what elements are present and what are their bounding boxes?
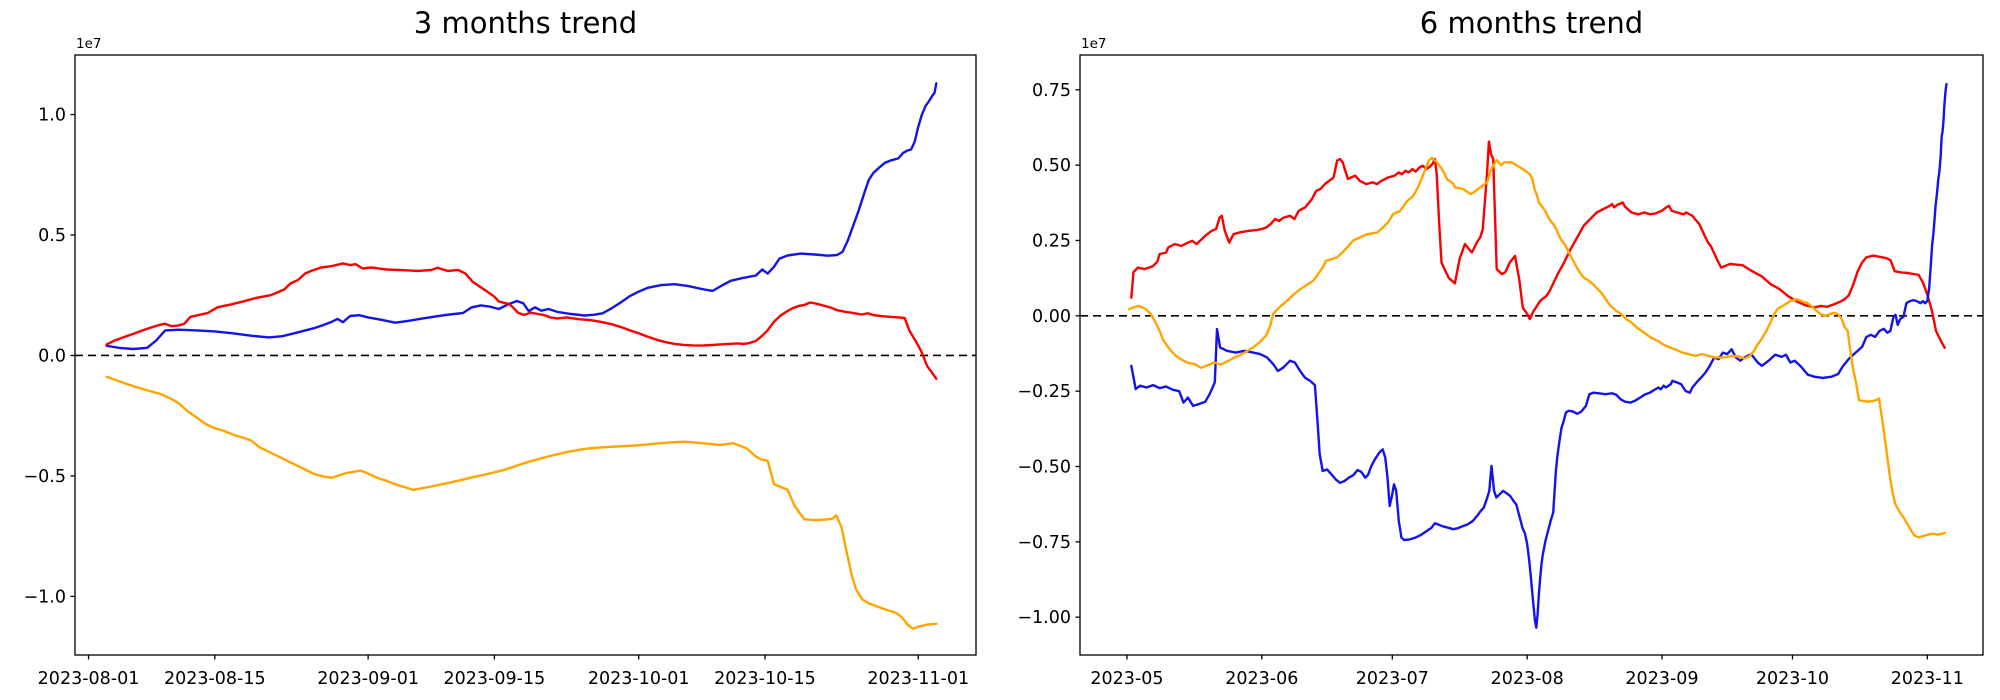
left-chart: 2023-08-01 2023-08-15 2023-09-01 2023-09-15… (24, 6, 977, 689)
y-tick-label: 0.75 (1032, 81, 1071, 101)
series-blue-line (105, 82, 938, 351)
x-tick-label: 2023-11 (1891, 669, 1964, 689)
x-tick-label: 2023-10-15 (714, 669, 816, 689)
x-tick-label: 2023-10-01 (588, 669, 690, 689)
x-tick-label: 2023-09-01 (317, 669, 419, 689)
x-tick-label: 2023-09 (1625, 669, 1698, 689)
x-tick-label: 2023-08-01 (38, 669, 140, 689)
y-tick-label: −0.5 (24, 467, 67, 487)
series-orange-line (1127, 156, 1946, 539)
y-tick-label: 0.0 (38, 346, 66, 366)
x-tick-label: 2023-08-15 (164, 669, 266, 689)
y-axis-offset-label: 1e7 (76, 36, 101, 52)
y-tick-label: 1.0 (38, 106, 66, 126)
y-tick-label: −1.0 (24, 587, 67, 607)
right-chart: 2023-05 2023-06 2023-07 2023-08 2023-09 2023-… (1017, 6, 1984, 689)
y-tick-label: −0.75 (1017, 533, 1071, 553)
y-tick-label: −0.25 (1017, 382, 1071, 402)
plot-border (1079, 54, 1984, 656)
x-tick-label: 2023-11-01 (867, 669, 969, 689)
series-red-line (105, 262, 938, 380)
y-axis-offset-label: 1e7 (1081, 36, 1106, 52)
x-tick-label: 2023-07 (1356, 669, 1429, 689)
chart-title: 3 months trend (414, 6, 637, 40)
x-tick-label: 2023-10 (1756, 669, 1829, 689)
y-tick-label: 0.5 (38, 226, 66, 246)
x-tick-label: 2023-06 (1225, 669, 1298, 689)
x-tick-label: 2023-09-15 (444, 669, 546, 689)
x-tick-label: 2023-05 (1090, 669, 1163, 689)
y-tick-label: −0.50 (1017, 457, 1071, 477)
series-red-line (1130, 140, 1946, 349)
series-blue-line (1130, 82, 1948, 629)
series-orange-line (105, 375, 938, 630)
chart-title: 6 months trend (1420, 6, 1643, 40)
x-tick-label: 2023-08 (1491, 669, 1564, 689)
y-tick-label: 0.00 (1032, 307, 1071, 327)
y-tick-label: 0.25 (1032, 231, 1071, 251)
y-tick-label: 0.50 (1032, 156, 1071, 176)
y-tick-label: −1.00 (1017, 608, 1071, 628)
